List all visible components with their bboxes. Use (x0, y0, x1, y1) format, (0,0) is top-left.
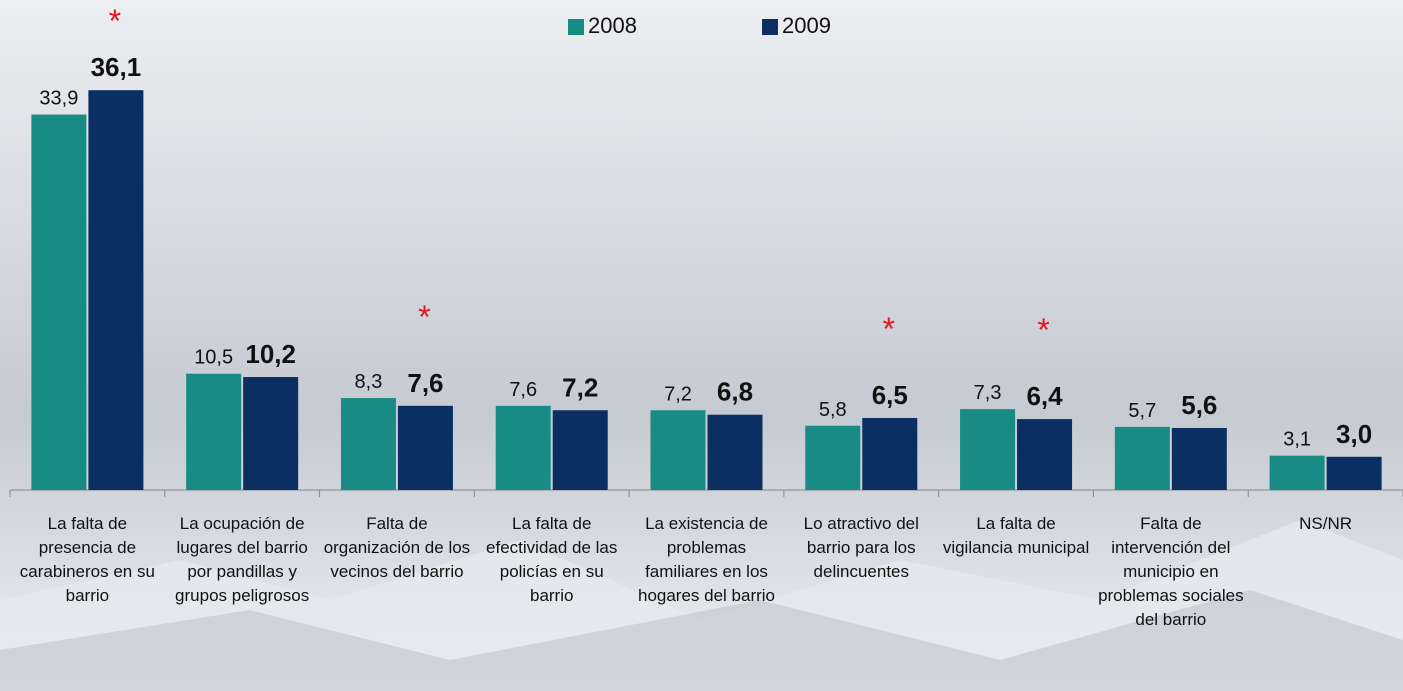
bar (1017, 419, 1073, 490)
value-label: 7,2 (562, 372, 598, 402)
value-label: 5,8 (819, 399, 847, 421)
legend-swatch (762, 19, 778, 35)
bar (495, 405, 551, 490)
legend-swatch (568, 19, 584, 35)
value-label: 36,1 (91, 52, 142, 82)
x-tick-label: La falta de presencia de carabineros en … (19, 514, 155, 605)
bar (707, 414, 763, 490)
bar (1269, 455, 1325, 490)
bar (805, 425, 861, 490)
significance-mark: * (418, 299, 430, 335)
value-label: 5,7 (1128, 400, 1156, 422)
bar (186, 373, 242, 490)
value-label: 10,5 (194, 347, 233, 369)
x-tick-label: La existencia de problemas familiares en… (637, 514, 776, 605)
mountain (0, 590, 1403, 691)
significance-mark: * (109, 3, 121, 39)
value-label: 6,5 (872, 380, 908, 410)
x-tick-label: Lo atractivo del barrio para los delincu… (803, 514, 919, 581)
bar (1171, 427, 1227, 490)
x-tick-label: La falta de vigilancia municipal (942, 514, 1090, 557)
significance-mark: * (883, 311, 895, 347)
value-label: 5,6 (1181, 390, 1217, 420)
value-label: 8,3 (355, 371, 383, 393)
x-tick-label: Falta de intervención del municipio en p… (1098, 514, 1244, 629)
value-label: 10,2 (245, 339, 296, 369)
value-label: 3,0 (1336, 419, 1372, 449)
value-label: 7,3 (974, 382, 1002, 404)
bar (31, 114, 87, 491)
value-label: 7,6 (407, 368, 443, 398)
bar (1114, 426, 1170, 490)
value-label: 6,4 (1026, 381, 1063, 411)
bar (243, 377, 299, 490)
value-label: 7,6 (509, 379, 537, 401)
bar (862, 418, 918, 490)
x-tick-label: La falta de efectividad de las policías … (486, 514, 618, 605)
bar (552, 410, 608, 490)
x-tick-label: Falta de organización de los vecinos del… (323, 514, 471, 581)
bar (340, 398, 396, 490)
legend-label: 2008 (588, 13, 637, 38)
bar (650, 410, 706, 490)
bar (1326, 456, 1382, 490)
value-label: 33,9 (39, 88, 78, 110)
value-label: 6,8 (717, 377, 753, 407)
x-tick-label: NS/NR (1299, 514, 1353, 533)
bar (88, 90, 144, 490)
bar (397, 405, 453, 490)
x-tick-label: La ocupación de lugares del barrio por p… (175, 514, 310, 605)
value-label: 7,2 (664, 383, 692, 405)
bar (960, 409, 1016, 490)
value-label: 3,1 (1283, 429, 1311, 451)
significance-mark: * (1037, 312, 1049, 348)
legend-label: 2009 (782, 13, 831, 38)
